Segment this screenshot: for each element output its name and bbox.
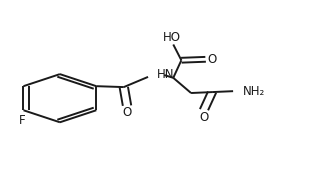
Text: HN: HN <box>156 68 174 81</box>
Text: O: O <box>122 106 132 119</box>
Text: F: F <box>18 114 25 127</box>
Text: NH₂: NH₂ <box>243 85 265 98</box>
Text: O: O <box>208 53 217 66</box>
Text: HO: HO <box>163 31 181 44</box>
Text: O: O <box>199 111 209 124</box>
